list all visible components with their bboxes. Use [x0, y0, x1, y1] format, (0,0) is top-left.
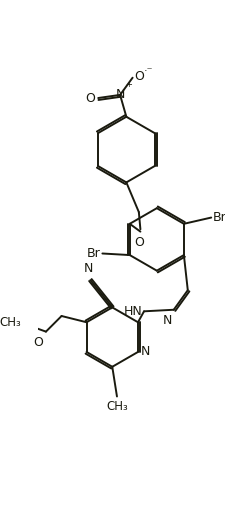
Text: +: + [125, 80, 132, 89]
Text: Br: Br [87, 247, 100, 260]
Text: N: N [115, 88, 124, 101]
Text: CH₃: CH₃ [106, 400, 127, 413]
Text: ·⁻: ·⁻ [143, 66, 152, 77]
Text: O: O [85, 92, 95, 104]
Text: CH₃: CH₃ [0, 316, 21, 329]
Text: N: N [140, 345, 150, 359]
Text: HN: HN [123, 305, 142, 318]
Text: O: O [33, 336, 43, 350]
Text: Br: Br [212, 211, 225, 224]
Text: O: O [134, 236, 144, 250]
Text: O: O [134, 70, 143, 84]
Text: N: N [162, 314, 171, 327]
Text: N: N [84, 262, 93, 275]
